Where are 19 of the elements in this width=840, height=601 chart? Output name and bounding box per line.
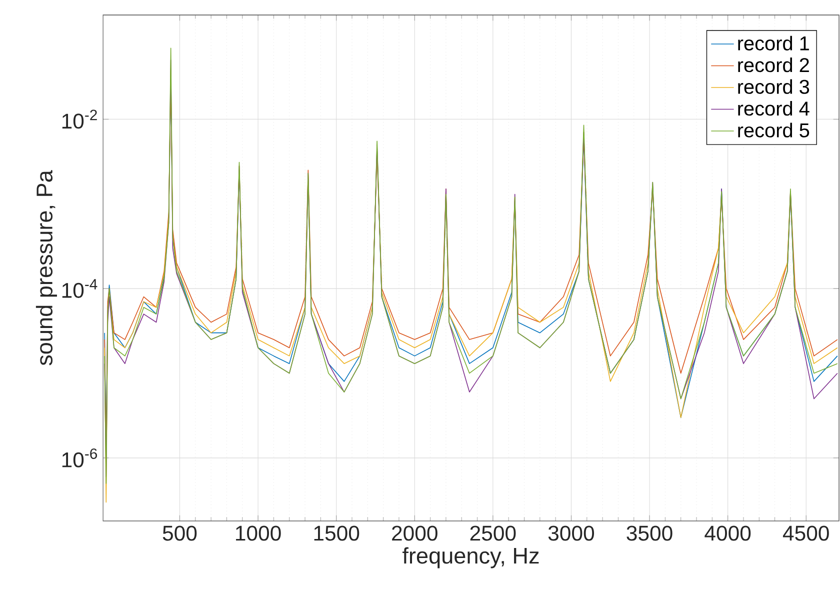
x-tick-label: 2500 bbox=[470, 526, 516, 541]
y-tick-label: 10$^{-4}$ bbox=[62, 279, 98, 298]
legend-label: record 3 bbox=[738, 79, 810, 94]
y-tick-label: 10$^{-6}$ bbox=[62, 448, 97, 468]
legend-label: record 5 bbox=[738, 122, 810, 138]
x-tick-label: 4000 bbox=[704, 526, 751, 541]
x-tick-label: 4500 bbox=[782, 526, 829, 541]
x-tick-label: 2000 bbox=[392, 526, 438, 541]
legend-label: record 2 bbox=[738, 58, 809, 72]
legend-label: record 1 bbox=[738, 36, 809, 50]
x-tick-label: 3000 bbox=[548, 526, 594, 541]
x-tick-label: 500 bbox=[162, 526, 197, 541]
y-axis-title: sound pressure, Pa bbox=[36, 170, 57, 366]
y-tick-label: 10$^{-2}$ bbox=[62, 110, 97, 129]
x-tick-label: 3500 bbox=[626, 526, 672, 541]
x-tick-label: 1500 bbox=[314, 526, 360, 541]
legend-label: record 4 bbox=[738, 101, 810, 116]
x-axis-title: frequency, Hz bbox=[402, 547, 539, 568]
x-tick-label: 1000 bbox=[236, 526, 281, 541]
